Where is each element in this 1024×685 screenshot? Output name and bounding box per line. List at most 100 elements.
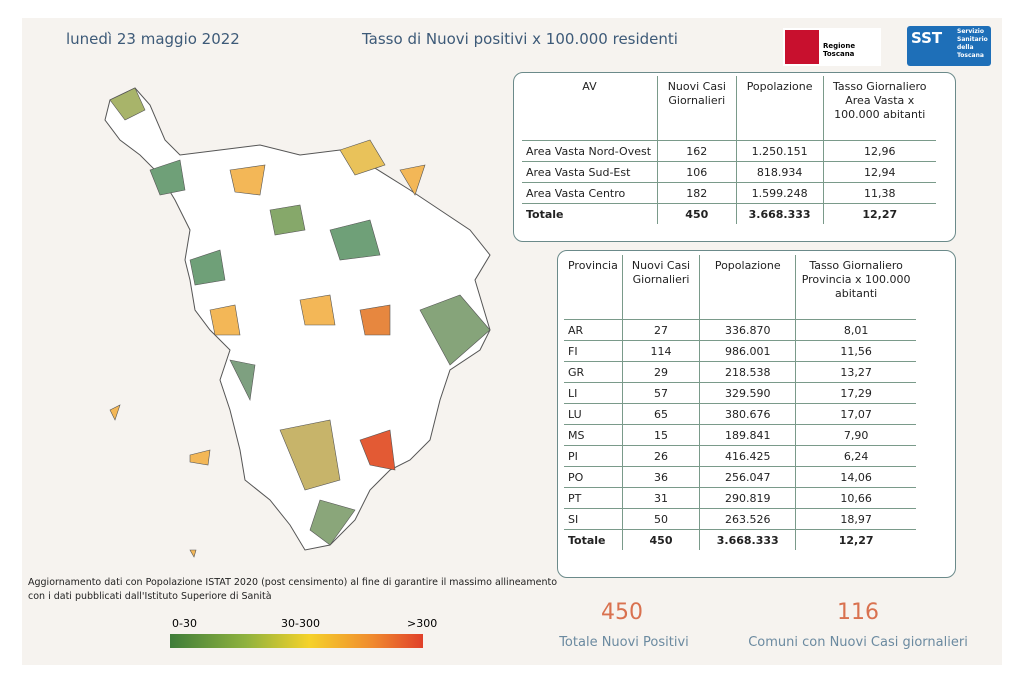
cell: PT (564, 487, 623, 509)
cell: 65 (622, 403, 701, 425)
legend-label: 30-300 (281, 617, 320, 630)
cell: 380.676 (699, 403, 797, 425)
cell: 106 (657, 161, 737, 183)
cell: SI (564, 508, 623, 530)
logo-sst: SST Servizio Sanitario della Toscana (907, 26, 991, 66)
cell: LI (564, 382, 623, 404)
row: MS 15 189.841 7,90 (564, 424, 916, 446)
cell: 256.047 (699, 466, 797, 488)
cell: 13,27 (795, 361, 916, 383)
row: PI 26 416.425 6,24 (564, 445, 916, 467)
logo-sst-line: della (957, 44, 974, 51)
footnote: Aggiornamento dati con Popolazione ISTAT… (28, 576, 557, 604)
islands (109, 404, 211, 558)
table-av: AV Nuovi Casi Giornalieri Popolazione Tasso… (522, 76, 936, 224)
row: LI 57 329.590 17,29 (564, 382, 916, 404)
kpi-label: Totale Nuovi Positivi (559, 635, 689, 650)
total-cell: 3.668.333 (699, 529, 797, 550)
total-row: Totale 450 3.668.333 12,27 (564, 529, 916, 550)
footnote-line: con i dati pubblicati dall'Istituto Supe… (28, 591, 272, 602)
cell: 57 (622, 382, 701, 404)
cell: 1.250.151 (736, 140, 824, 162)
cell: 6,24 (795, 445, 916, 467)
cell: 12,94 (823, 161, 936, 183)
logo-icon (785, 30, 819, 64)
total-cell: 3.668.333 (736, 203, 824, 224)
row: Area Vasta Centro 182 1.599.248 11,38 (522, 182, 936, 204)
total-cell: 450 (622, 529, 701, 550)
logo-sst-line: Servizio (957, 28, 984, 35)
title: Tasso di Nuovi positivi x 100.000 reside… (362, 30, 678, 48)
cell: 182 (657, 182, 737, 204)
total-cell: 12,27 (838, 533, 874, 547)
date: lunedì 23 maggio 2022 (66, 30, 240, 48)
logo-text: Regione Toscana (823, 42, 856, 58)
cell: 26 (622, 445, 701, 467)
cell: 17,07 (795, 403, 916, 425)
cell: 189.841 (699, 424, 797, 446)
row: GR 29 218.538 13,27 (564, 361, 916, 383)
row: PO 36 256.047 14,06 (564, 466, 916, 488)
column-header: Nuovi Casi Giornalieri (622, 255, 701, 320)
cell: PI (564, 445, 623, 467)
cell: 290.819 (699, 487, 797, 509)
kpi-value: 450 (601, 600, 643, 625)
row: FI 114 986.001 11,56 (564, 340, 916, 362)
cell: 7,90 (795, 424, 916, 446)
row: PT 31 290.819 10,66 (564, 487, 916, 509)
cell: FI (564, 340, 623, 362)
cell: 416.425 (699, 445, 797, 467)
logo-sst-text: SST (911, 29, 943, 47)
cell: 986.001 (699, 340, 797, 362)
cell: 14,06 (795, 466, 916, 488)
header-row: AV Nuovi Casi Giornalieri Popolazione Tasso… (522, 76, 936, 141)
column-header: Tasso Giornaliero Provincia x 100.000 ab… (795, 255, 916, 320)
cell: GR (564, 361, 623, 383)
cell: 31 (622, 487, 701, 509)
logo-sst-line: Sanitario (957, 36, 988, 43)
logo-regione: Regione Toscana (783, 28, 881, 66)
map (104, 87, 491, 558)
row: LU 65 380.676 17,07 (564, 403, 916, 425)
cell: PO (564, 466, 623, 488)
legend-label: 0-30 (172, 617, 197, 630)
row: Area Vasta Sud-Est 106 818.934 12,94 (522, 161, 936, 183)
cell: AR (564, 319, 623, 341)
cell: 329.590 (699, 382, 797, 404)
total-row: Totale 450 3.668.333 12,27 (522, 203, 936, 224)
cell: MS (564, 424, 623, 446)
column-header: Popolazione (699, 255, 797, 320)
table-prov: Provincia Nuovi Casi Giornalieri Popolazio… (564, 255, 916, 550)
cell: 818.934 (736, 161, 824, 183)
cell: 15 (622, 424, 701, 446)
kpi-value: 116 (837, 600, 879, 625)
cell: 36 (622, 466, 701, 488)
cell: 29 (622, 361, 701, 383)
cell: Area Vasta Sud-Est (522, 161, 658, 183)
total-cell: 12,27 (862, 207, 898, 221)
cell: Area Vasta Centro (522, 182, 658, 204)
total-cell: Totale (522, 203, 658, 224)
row: Area Vasta Nord-Ovest 162 1.250.151 12,96 (522, 140, 936, 162)
row: AR 27 336.870 8,01 (564, 319, 916, 341)
footnote-line: Aggiornamento dati con Popolazione ISTAT… (28, 577, 558, 588)
column-header: AV (522, 76, 658, 141)
total-cell: Totale (564, 529, 623, 550)
cell: 10,66 (795, 487, 916, 509)
column-header: Provincia (564, 255, 623, 320)
logo-sst-line: Toscana (957, 52, 984, 59)
cell: 8,01 (795, 319, 916, 341)
header-row: Provincia Nuovi Casi Giornalieri Popolazio… (564, 255, 916, 320)
cell: 11,38 (823, 182, 936, 204)
legend-label: >300 (407, 617, 438, 630)
cell: 27 (622, 319, 701, 341)
kpi-label: Comuni con Nuovi Casi giornalieri (748, 635, 968, 650)
column-header: Nuovi Casi Giornalieri (657, 76, 737, 141)
column-header: Tasso Giornaliero Area Vasta x 100.000 a… (823, 76, 936, 141)
cell: LU (564, 403, 623, 425)
row: SI 50 263.526 18,97 (564, 508, 916, 530)
total-cell: 450 (657, 203, 737, 224)
cell: 336.870 (699, 319, 797, 341)
cell: 12,96 (823, 140, 936, 162)
